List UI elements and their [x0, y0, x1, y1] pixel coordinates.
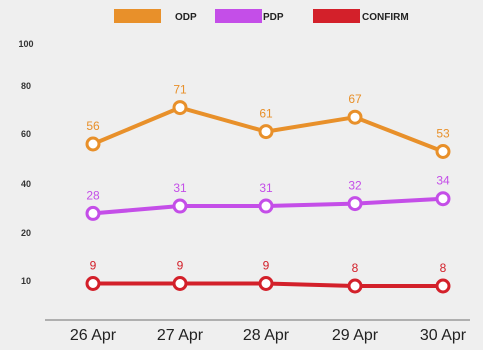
data-label-pdp: 34 [436, 174, 450, 188]
data-point-pdp [172, 198, 188, 214]
data-point-odp [258, 124, 274, 140]
data-point-confirm [347, 278, 363, 294]
data-point-confirm [258, 276, 274, 291]
legend-label-pdp: PDP [263, 12, 284, 23]
series-pdp: 28 31 31 32 34 [85, 174, 451, 221]
data-label-pdp: 28 [86, 188, 100, 202]
x-tick-label: 26 Apr [70, 327, 117, 344]
data-point-confirm [172, 276, 188, 291]
legend-swatch-pdp [215, 9, 262, 23]
x-axis: 26 Apr 27 Apr 28 Apr 29 Apr 30 Apr [70, 327, 467, 344]
y-tick-label: 20 [21, 228, 31, 238]
x-tick-label: 28 Apr [243, 327, 290, 344]
data-point-odp [347, 109, 363, 125]
x-tick-label: 29 Apr [332, 327, 379, 344]
series-confirm: 9 9 9 8 8 [85, 259, 451, 294]
legend-label-odp: ODP [175, 12, 197, 23]
data-point-pdp [347, 196, 363, 212]
data-point-odp [435, 144, 451, 159]
series-odp: 56 71 61 67 53 [85, 83, 451, 159]
data-point-confirm [435, 278, 451, 294]
y-tick-label: 10 [21, 276, 31, 286]
data-point-pdp [435, 191, 451, 207]
x-tick-label: 30 Apr [420, 327, 467, 344]
data-label-confirm: 9 [177, 259, 184, 273]
y-tick-label: 60 [21, 129, 31, 139]
data-label-pdp: 32 [348, 179, 362, 193]
legend: ODP PDP CONFIRM [114, 9, 409, 23]
x-tick-label: 27 Apr [157, 327, 204, 344]
series-group: 56 71 61 67 53 28 31 31 32 34 9 9 9 8 8 [85, 83, 451, 294]
y-tick-label: 40 [21, 179, 31, 189]
legend-label-confirm: CONFIRM [362, 12, 409, 23]
data-label-odp: 61 [259, 107, 273, 121]
y-tick-label: 100 [18, 39, 33, 49]
data-point-odp [172, 100, 188, 116]
data-label-confirm: 9 [263, 259, 270, 273]
data-label-confirm: 8 [352, 261, 359, 275]
data-label-odp: 53 [436, 127, 450, 141]
data-label-pdp: 31 [173, 181, 187, 195]
legend-swatch-confirm [313, 9, 360, 23]
data-point-confirm [85, 276, 101, 291]
data-label-odp: 67 [348, 92, 362, 106]
legend-swatch-odp [114, 9, 161, 23]
data-label-pdp: 31 [259, 181, 273, 195]
data-label-confirm: 8 [440, 261, 447, 275]
data-point-pdp [258, 198, 274, 214]
data-point-pdp [85, 205, 101, 221]
data-point-odp [85, 136, 101, 152]
y-tick-label: 80 [21, 81, 31, 91]
data-label-odp: 56 [86, 119, 100, 133]
data-label-confirm: 9 [90, 259, 97, 273]
data-label-odp: 71 [173, 83, 187, 97]
y-axis: 10 20 40 60 80 100 [18, 39, 33, 286]
